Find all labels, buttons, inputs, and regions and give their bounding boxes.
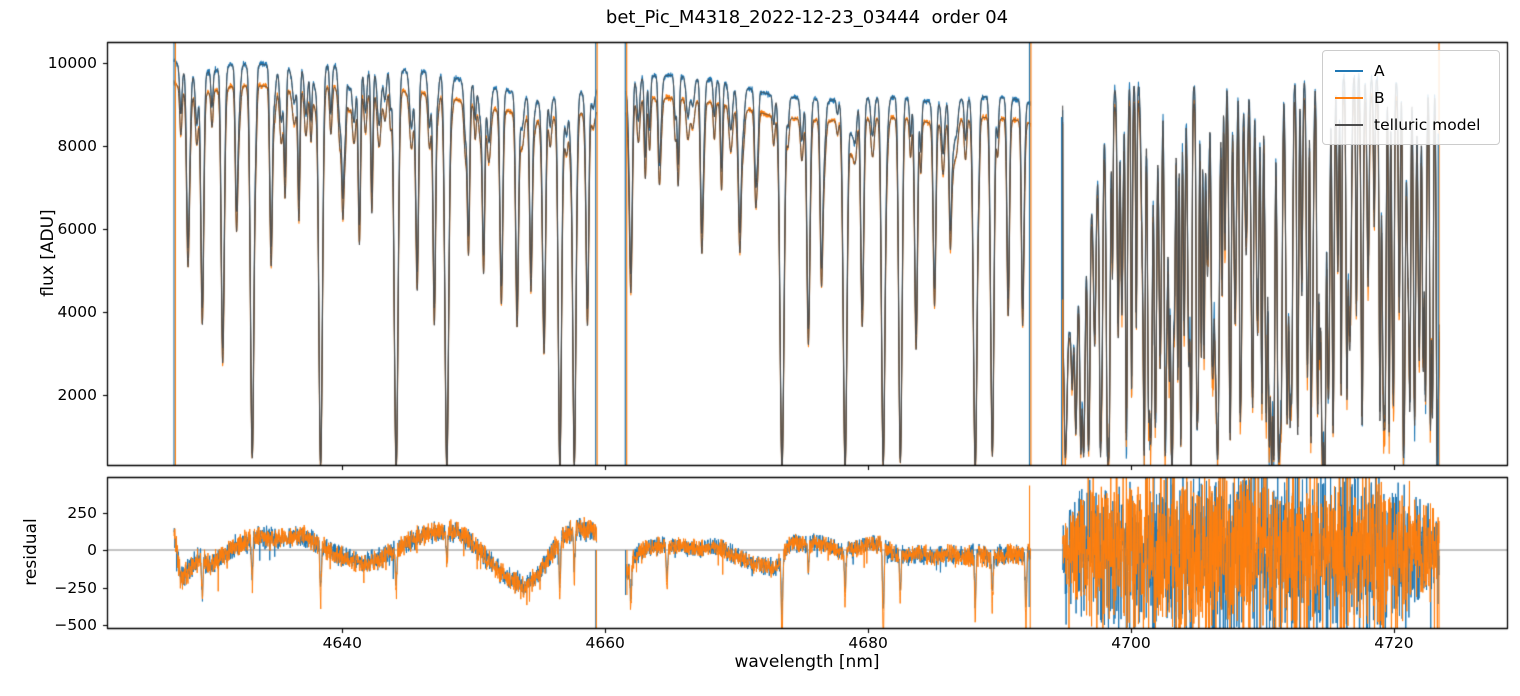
legend-label: A xyxy=(1374,61,1385,80)
legend-line-icon xyxy=(1335,96,1363,99)
wavelength-tick-label-4700: 4700 xyxy=(1111,634,1151,652)
wavelength-tick-label-4720: 4720 xyxy=(1374,634,1414,652)
wavelength-axis-label: wavelength [nm] xyxy=(734,652,880,672)
flux-tick-label-6000: 6000 xyxy=(57,219,97,238)
legend-item-telluric-model: telluric model xyxy=(1335,111,1499,138)
flux-tick-label-10000: 10000 xyxy=(47,53,97,72)
residual-tick-label-250: 250 xyxy=(67,503,97,522)
legend-label: B xyxy=(1374,88,1385,107)
flux-tick-label-2000: 2000 xyxy=(57,385,97,404)
flux-tick-label-4000: 4000 xyxy=(57,302,97,321)
wavelength-tick-label-4660: 4660 xyxy=(585,634,625,652)
residual-tick-label-0: 0 xyxy=(87,541,97,560)
wavelength-tick-label-4640: 4640 xyxy=(322,634,363,652)
legend-label: telluric model xyxy=(1374,115,1481,134)
legend-item-b: B xyxy=(1335,84,1499,111)
plot-title: bet_Pic_M4318_2022-12-23_03444 order 04 xyxy=(605,7,1009,28)
residual-tick-label--500: −500 xyxy=(54,616,97,634)
legend-item-a: A xyxy=(1335,57,1499,84)
flux-tick-label-8000: 8000 xyxy=(57,136,97,155)
residual-tick-label--250: −250 xyxy=(54,578,97,597)
legend-line-icon xyxy=(1335,123,1363,126)
wavelength-tick-label-4680: 4680 xyxy=(848,634,888,652)
legend-line-icon xyxy=(1335,69,1363,72)
